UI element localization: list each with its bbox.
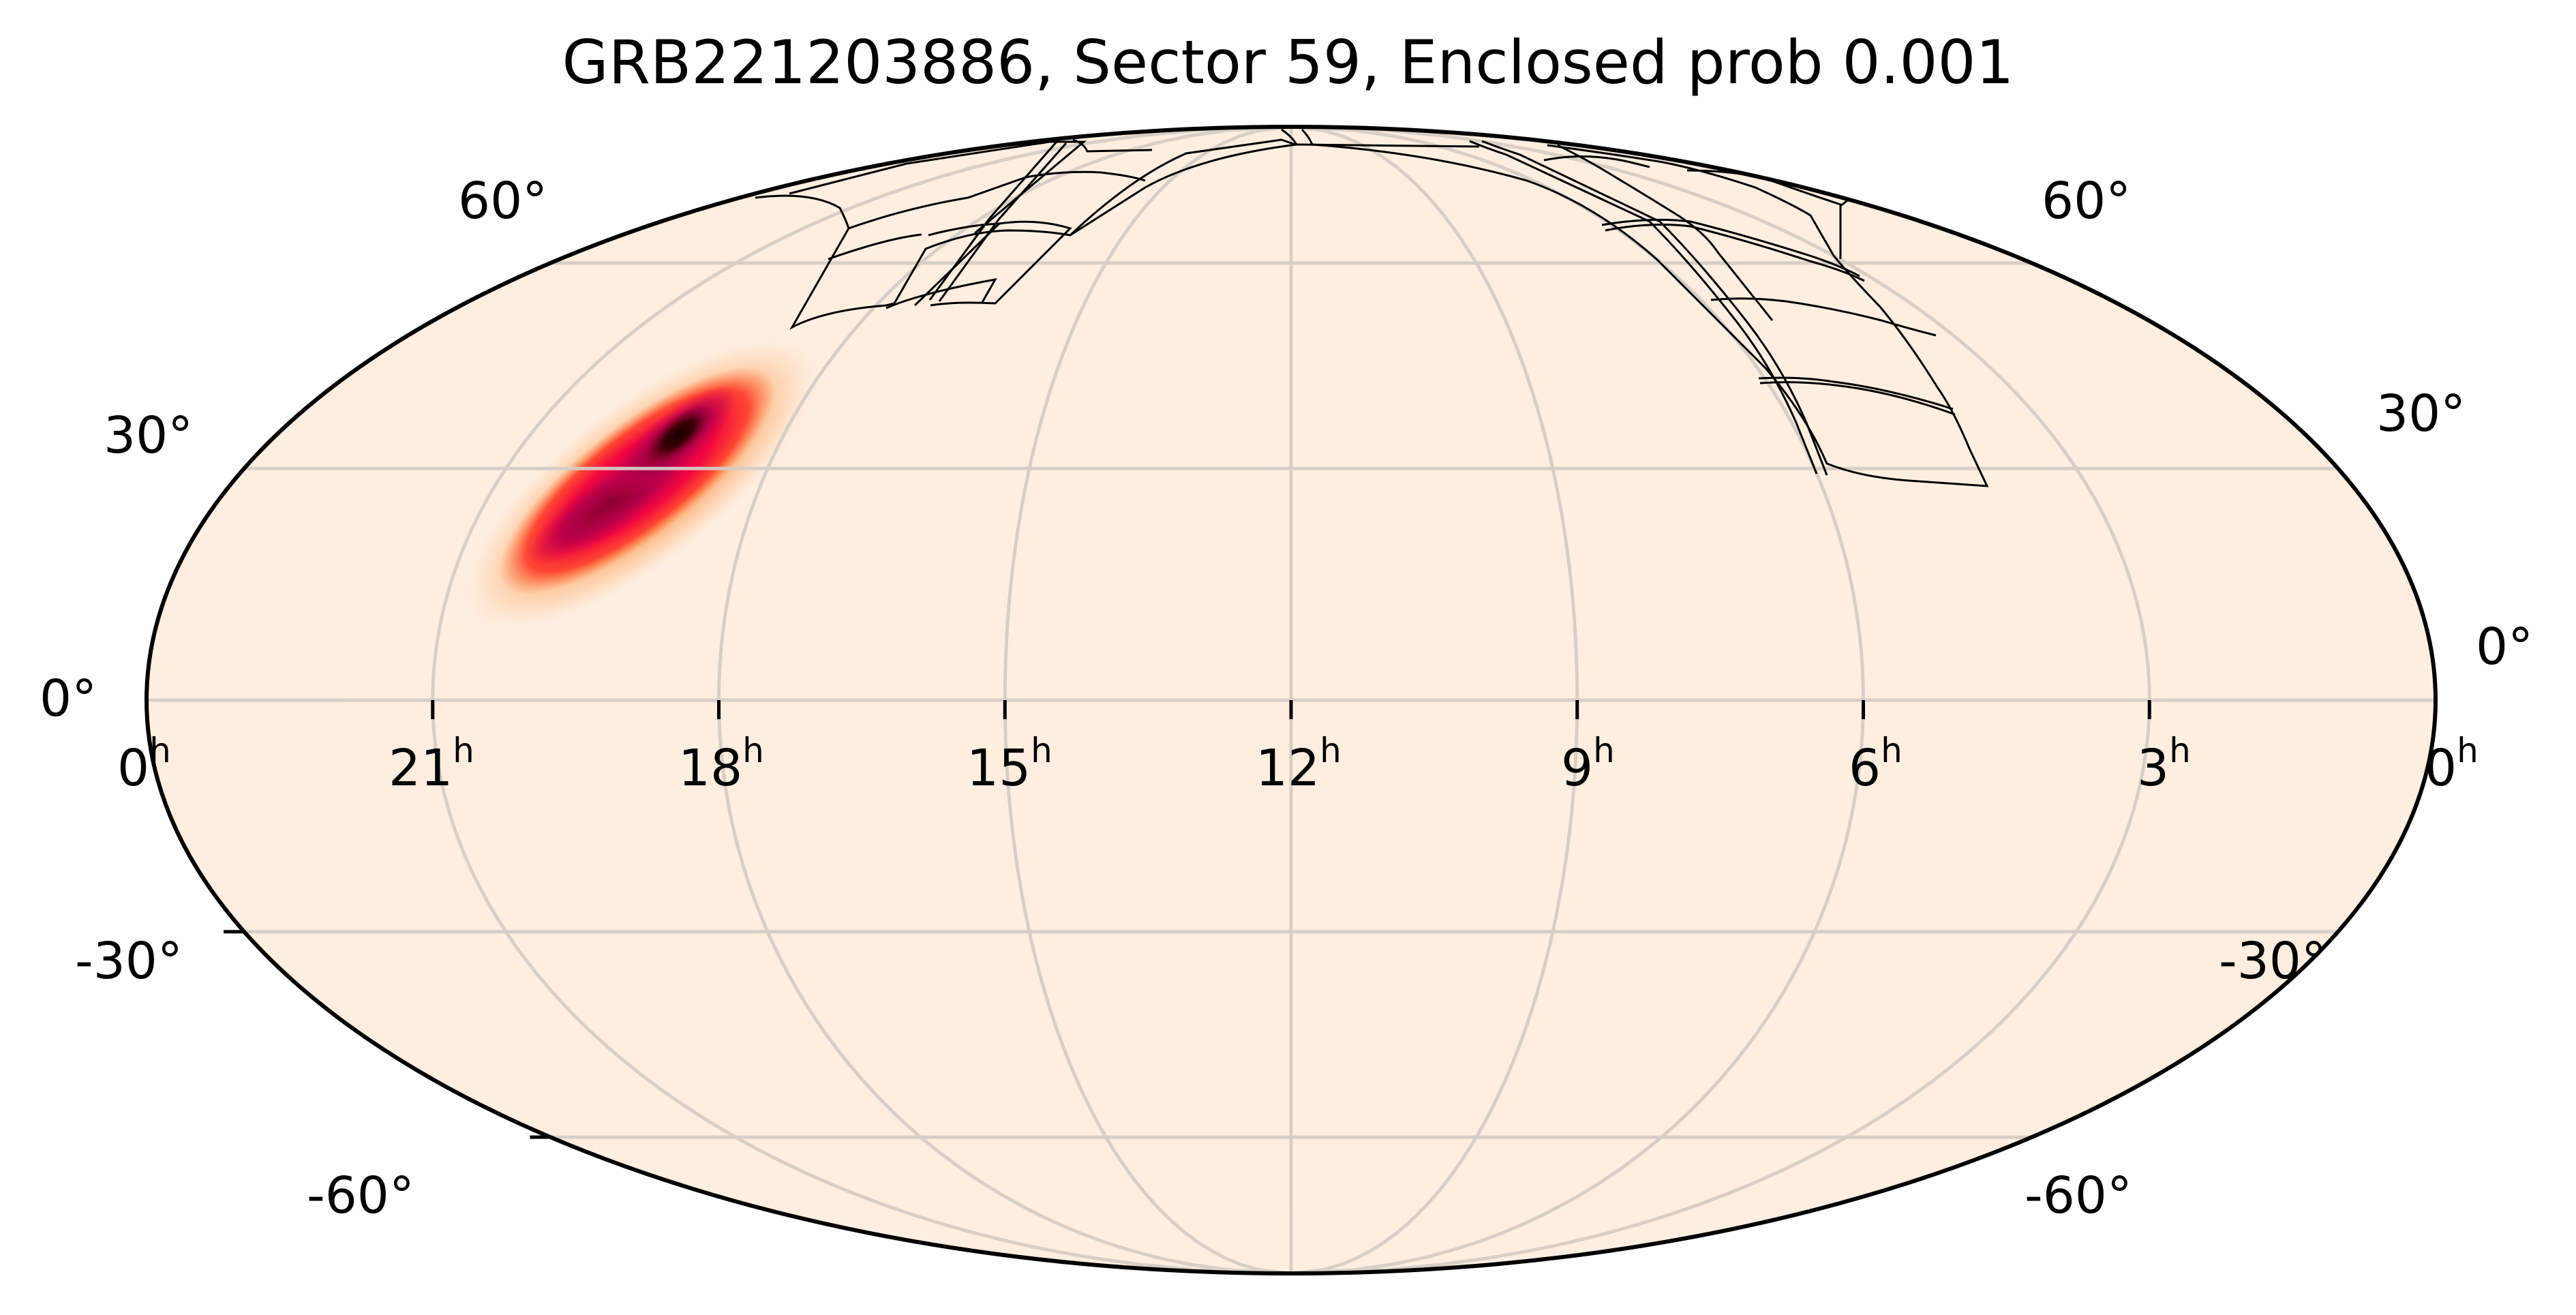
ra-label-3h: 3h bbox=[2137, 731, 2191, 798]
dec-label-m60-right: -60° bbox=[2025, 1166, 2132, 1225]
dec-label-m30-left: -30° bbox=[75, 932, 183, 991]
map-border bbox=[145, 125, 2438, 1275]
ra-label-0h-right: 0h bbox=[2425, 731, 2479, 798]
dec-label-0-right: 0° bbox=[2476, 618, 2534, 676]
dec-label-0-left: 0° bbox=[40, 669, 97, 728]
ra-label-6h: 6h bbox=[1849, 731, 1903, 798]
dec-label-30-left: 30° bbox=[104, 406, 194, 465]
dec-label-60-right: 60° bbox=[2042, 172, 2132, 230]
ra-label-15h: 15h bbox=[967, 731, 1052, 798]
graticule bbox=[147, 127, 2436, 1273]
footprint-outlines-right bbox=[1312, 140, 1989, 487]
ra-label-9h: 9h bbox=[1561, 731, 1615, 798]
probability-heatmap bbox=[456, 331, 825, 637]
footprint-outlines-left bbox=[755, 128, 1480, 330]
ra-label-0h-left: 0h bbox=[117, 731, 171, 798]
dec-label-30-right: 30° bbox=[2376, 384, 2466, 443]
dec-label-60-left: 60° bbox=[458, 172, 548, 230]
dec-label-m60-left: -60° bbox=[307, 1166, 414, 1225]
chart-title: GRB221203886, Sector 59, Enclosed prob 0… bbox=[562, 27, 2014, 97]
axis-ticks bbox=[224, 700, 2151, 1139]
ra-label-21h: 21h bbox=[389, 731, 474, 798]
ra-label-12h: 12h bbox=[1256, 731, 1342, 798]
dec-label-m30-right: -30° bbox=[2219, 932, 2327, 991]
ra-label-18h: 18h bbox=[678, 731, 764, 798]
